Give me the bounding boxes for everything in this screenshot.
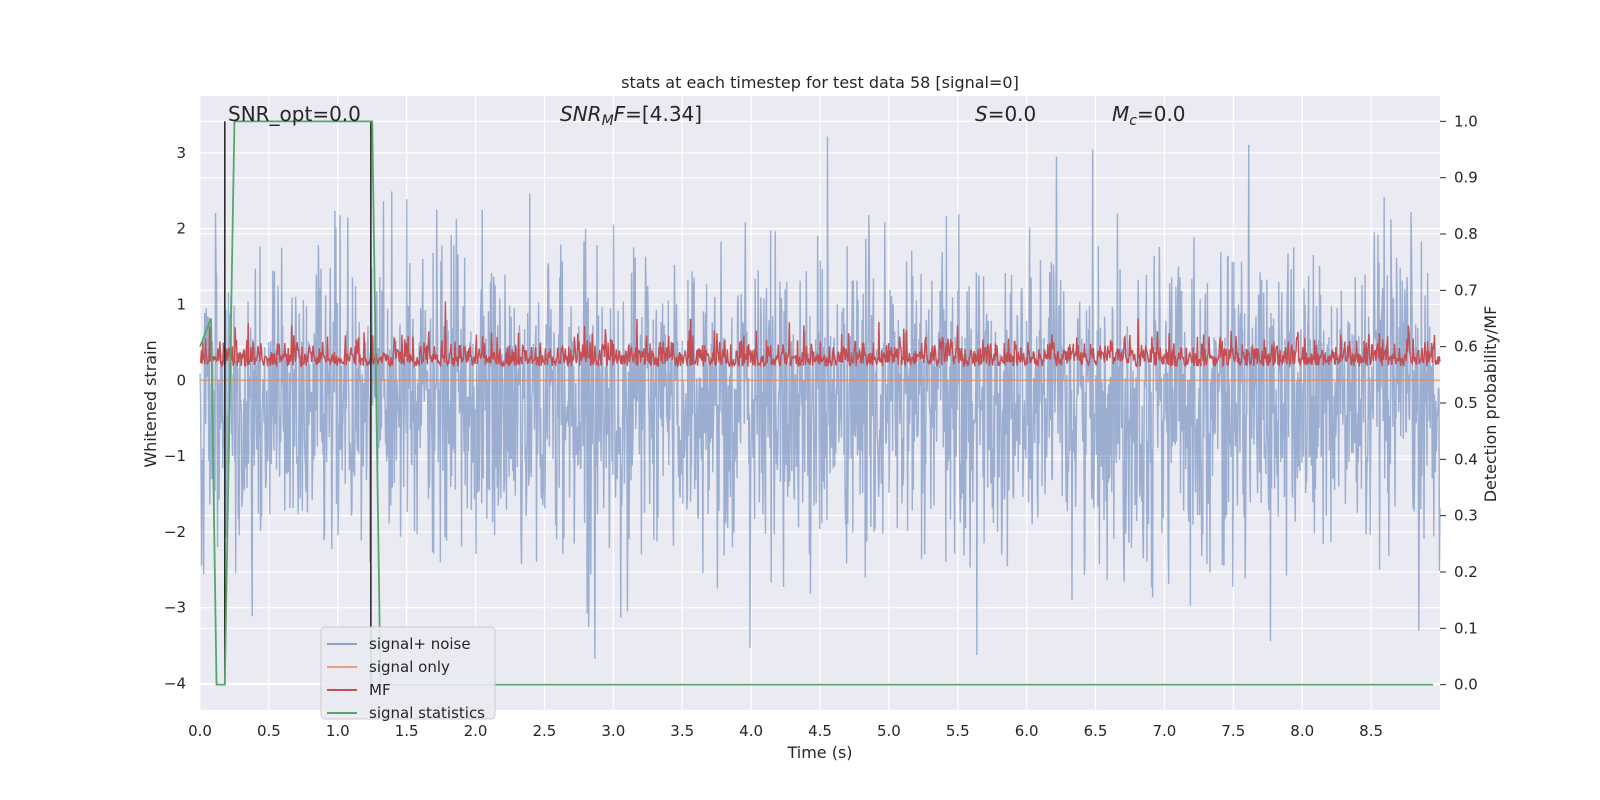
y2-tick-label: 1.0 [1454,112,1478,130]
chart-title: stats at each timestep for test data 58 … [621,73,1019,92]
x-tick-label: 8.5 [1359,722,1383,740]
x-tick-label: 1.0 [326,722,350,740]
legend-label: signal only [369,658,450,676]
x-tick-label: 0.0 [188,722,212,740]
annotation-mc: Mc=0.0 [1112,102,1186,129]
x-ticks: 0.0 0.5 1.0 1.5 2.0 2.5 3.0 3.5 4.0 4.5 5.0 5.5 6.0 6… [188,722,1383,740]
legend-label: signal+ noise [369,635,471,653]
y-tick-label: −1 [164,447,186,465]
x-tick-label: 2.0 [464,722,488,740]
legend: signal+ noise signal only MF signal statist… [320,626,496,722]
annotation-s: S=0.0 [975,102,1036,126]
x-axis-label: Time (s) [786,743,852,762]
y-axis-label: Whitened strain [141,340,160,467]
x-tick-label: 0.5 [257,722,281,740]
x-tick-label: 6.0 [1015,722,1039,740]
x-tick-label: 7.0 [1153,722,1177,740]
x-tick-label: 7.5 [1221,722,1245,740]
y2-tick-label: 0.9 [1454,169,1478,187]
y2-axis-label: Detection probability/MF [1481,306,1500,503]
x-tick-label: 2.5 [533,722,557,740]
x-tick-label: 3.0 [601,722,625,740]
y-tick-label: 0 [176,371,186,389]
y2-tick-label: 0.3 [1454,507,1478,525]
y-tick-label: 2 [176,220,186,238]
annotation-snr-opt: SNR_opt=0.0 [228,102,361,126]
x-tick-label: 4.0 [739,722,763,740]
x-tick-label: 4.5 [808,722,832,740]
y2-tick-label: 0.0 [1454,676,1478,694]
y2-tick-label: 0.4 [1454,450,1478,468]
annotation-snr-mf: SNRMF=[4.34] [560,102,702,129]
y-tick-label: 1 [176,295,186,313]
y-tick-label: −2 [164,523,186,541]
x-tick-label: 1.5 [395,722,419,740]
x-tick-label: 8.0 [1290,722,1314,740]
x-tick-label: 3.5 [670,722,694,740]
x-tick-label: 6.5 [1084,722,1108,740]
series-mf [199,301,1441,369]
y-tick-label: −3 [164,599,186,617]
y2-tick-label: 0.2 [1454,563,1478,581]
y2-tick-label: 0.1 [1454,619,1478,637]
y2-tick-label: 0.5 [1454,394,1478,412]
x-tick-label: 5.5 [946,722,970,740]
y-tick-label: 3 [176,144,186,162]
y2-ticks: 1.0 0.9 0.8 0.7 0.6 0.5 0.4 0.3 0.2 0.1 0.0 [1440,112,1478,694]
y-ticks: 3 2 1 0 −1 −2 −3 −4 [164,144,186,693]
series-signal-noise [199,136,1441,659]
x-tick-label: 5.0 [877,722,901,740]
y2-tick-label: 0.8 [1454,225,1478,243]
y2-tick-label: 0.7 [1454,281,1478,299]
legend-label: MF [369,681,391,699]
legend-box [320,626,496,720]
legend-label: signal statistics [369,704,485,722]
y-tick-label: −4 [164,674,186,692]
y2-tick-label: 0.6 [1454,338,1478,356]
annotations: SNR_opt=0.0 SNRMF=[4.34] S=0.0 Mc=0.0 [228,102,1186,129]
